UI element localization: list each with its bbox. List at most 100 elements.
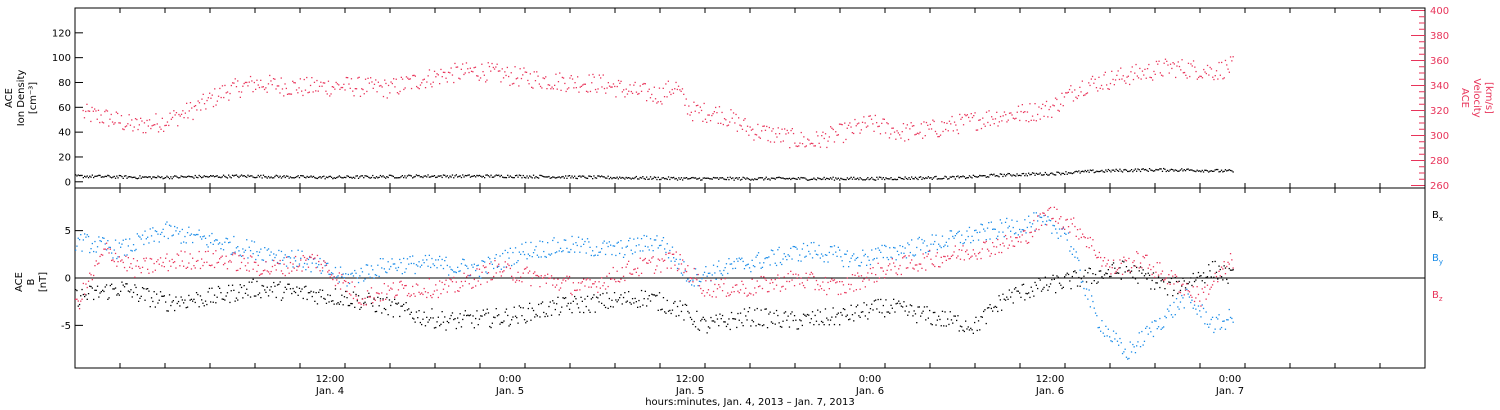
ion-density-point — [1033, 172, 1035, 174]
ion-density-point — [154, 176, 156, 179]
velocity-point — [488, 65, 491, 68]
by-point — [1118, 344, 1120, 346]
bx-point — [972, 332, 974, 334]
bx-point — [911, 305, 913, 307]
by-point — [1139, 346, 1142, 348]
velocity-point — [384, 79, 386, 81]
bz-point — [201, 258, 203, 260]
ion-density-point — [754, 178, 756, 180]
velocity-point — [955, 124, 957, 126]
by-point — [390, 265, 392, 268]
velocity-point — [809, 143, 811, 145]
bx-point — [334, 288, 337, 290]
velocity-point — [904, 140, 906, 142]
bx-point — [826, 317, 828, 319]
bz-point — [875, 274, 877, 276]
velocity-point — [565, 90, 567, 93]
bz-point — [177, 254, 180, 256]
ion-density-point — [657, 176, 659, 178]
ion-density-point — [211, 175, 213, 177]
ion-density-point — [262, 174, 265, 176]
by-point — [251, 240, 253, 242]
by-point — [859, 265, 861, 267]
by-point — [373, 277, 375, 279]
velocity-point — [1070, 85, 1072, 87]
bx-point — [905, 305, 908, 307]
bx-point — [896, 302, 899, 304]
by-point — [1053, 225, 1055, 227]
bx-point — [508, 325, 510, 327]
by-point — [1020, 231, 1022, 233]
velocity-point — [1100, 84, 1103, 87]
bx-point — [108, 297, 110, 299]
ion-density-point — [453, 177, 455, 179]
bz-point — [1055, 220, 1057, 223]
ion-density-point — [835, 177, 837, 179]
ion-density-point — [963, 176, 965, 178]
bz-point — [1062, 226, 1064, 228]
velocity-point — [117, 112, 119, 115]
bz-point — [1096, 257, 1098, 259]
velocity-point — [511, 83, 514, 85]
velocity-point — [1152, 79, 1154, 81]
by-point — [1071, 253, 1073, 255]
bz-point — [839, 281, 841, 283]
by-point — [467, 267, 469, 270]
by-point — [526, 258, 528, 260]
velocity-point — [971, 116, 974, 119]
by-point — [305, 269, 307, 271]
ion-density-point — [715, 177, 717, 179]
bz-point — [1078, 238, 1080, 240]
bz-point — [943, 255, 945, 258]
ion-density-point — [1138, 169, 1140, 171]
velocity-point — [293, 82, 295, 84]
bx-point — [418, 310, 420, 312]
by-point — [1022, 229, 1025, 231]
bz-point — [588, 286, 590, 288]
ion-density-point — [896, 178, 899, 181]
bz-point — [907, 267, 909, 269]
ion-density-point — [226, 177, 229, 179]
bz-point — [312, 258, 315, 260]
velocity-point — [960, 118, 962, 120]
bz-point — [655, 269, 657, 271]
velocity-point — [1139, 67, 1141, 70]
by-point — [561, 251, 563, 253]
bx-point — [725, 325, 728, 328]
velocity-point — [233, 82, 235, 84]
velocity-point — [313, 81, 316, 83]
by-point — [840, 256, 842, 258]
ion-density-point — [903, 178, 905, 180]
ion-density-point — [976, 176, 978, 178]
bz-point — [577, 282, 580, 284]
bx-point — [994, 305, 996, 308]
bx-point — [939, 318, 941, 321]
by-point — [1161, 327, 1164, 329]
bx-point — [947, 318, 949, 320]
bz-point — [288, 272, 290, 274]
velocity-point — [973, 115, 975, 117]
bx-point — [489, 325, 491, 328]
by-point — [833, 245, 836, 247]
velocity-point — [344, 89, 346, 91]
velocity-point — [1039, 118, 1041, 120]
bx-point — [339, 301, 342, 303]
bz-point — [629, 272, 631, 274]
bz-point — [670, 267, 672, 269]
bx-point — [764, 308, 766, 310]
bx-point — [1132, 276, 1134, 278]
ion-density-point — [962, 175, 964, 177]
by-point — [741, 257, 743, 259]
bx-point — [1224, 267, 1227, 269]
ion-density-point — [1145, 168, 1147, 171]
ion-density-point — [1061, 172, 1063, 174]
bx-point — [867, 318, 869, 320]
by-point — [284, 254, 286, 256]
by-point — [943, 245, 945, 248]
velocity-point — [1072, 100, 1075, 102]
bx-point — [802, 313, 805, 315]
bz-point — [1214, 272, 1216, 275]
by-point — [399, 258, 401, 261]
bx-point — [430, 317, 432, 319]
bz-point — [985, 240, 987, 243]
